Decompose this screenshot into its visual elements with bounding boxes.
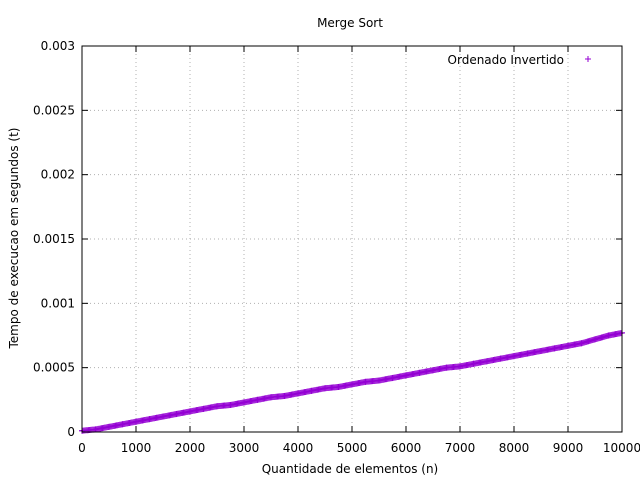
series-ordenado-invertido	[79, 329, 625, 434]
chart-title: Merge Sort	[317, 16, 383, 30]
y-tick-label: 0.0025	[33, 103, 75, 117]
data-point	[538, 347, 544, 354]
data-point	[511, 353, 517, 360]
y-tick-label: 0.0005	[33, 361, 75, 375]
data-point	[241, 399, 247, 406]
x-tick-label: 2000	[175, 441, 206, 455]
data-point	[281, 392, 288, 399]
data-point	[470, 360, 477, 367]
y-tick-label: 0.002	[41, 168, 75, 182]
legend: Ordenado Invertido	[448, 53, 591, 67]
y-tick-label: 0.001	[41, 296, 75, 310]
data-point	[524, 350, 531, 357]
x-axis-label: Quantidade de elementos (n)	[262, 462, 439, 476]
data-point	[362, 378, 369, 385]
data-point	[322, 385, 328, 392]
data-point	[119, 421, 126, 428]
x-tick-label: 4000	[283, 441, 314, 455]
data-point	[214, 403, 220, 410]
data-point	[146, 416, 153, 423]
data-point	[254, 396, 261, 403]
data-point	[173, 410, 180, 417]
legend-marker	[585, 56, 591, 62]
data-point	[308, 387, 315, 394]
x-tick-label: 0	[78, 441, 86, 455]
data-point	[200, 405, 207, 412]
data-point	[403, 372, 409, 379]
data-point	[578, 340, 585, 347]
x-tick-label: 7000	[445, 441, 476, 455]
data-point	[592, 336, 598, 343]
x-tick-label: 8000	[499, 441, 530, 455]
data-point	[605, 332, 612, 339]
x-tick-label: 6000	[391, 441, 422, 455]
data-point	[457, 363, 463, 370]
data-point	[227, 401, 234, 408]
data-point	[187, 408, 193, 415]
data-point	[565, 342, 571, 349]
legend-label: Ordenado Invertido	[448, 53, 564, 67]
data-point	[106, 423, 112, 430]
data-point	[376, 377, 382, 384]
data-point	[92, 426, 99, 433]
data-point	[497, 355, 504, 362]
data-point	[430, 367, 436, 374]
data-point	[551, 345, 558, 352]
axis-ticks: 0 1000 2000 3000 4000 5000 6000 7000 8000 9000 100…	[33, 39, 640, 455]
data-point	[160, 413, 166, 420]
y-tick-label: 0	[67, 425, 75, 439]
x-tick-label: 3000	[229, 441, 260, 455]
data-point	[443, 364, 450, 371]
x-tick-label: 1000	[121, 441, 152, 455]
data-point	[295, 390, 301, 397]
data-point	[335, 383, 342, 390]
grid	[82, 46, 622, 432]
data-point	[416, 369, 423, 376]
x-tick-label: 10000	[603, 441, 640, 455]
data-point	[389, 374, 396, 381]
data-point	[484, 358, 490, 365]
legend-plus-icon	[585, 56, 591, 62]
data-point	[268, 394, 274, 401]
y-tick-label: 0.0015	[33, 232, 75, 246]
data-point	[133, 418, 139, 425]
y-tick-label: 0.003	[41, 39, 75, 53]
x-tick-label: 9000	[553, 441, 584, 455]
x-tick-label: 5000	[337, 441, 368, 455]
y-axis-label: Tempo de execucao em segundos (t)	[7, 128, 21, 350]
data-point	[349, 381, 355, 388]
